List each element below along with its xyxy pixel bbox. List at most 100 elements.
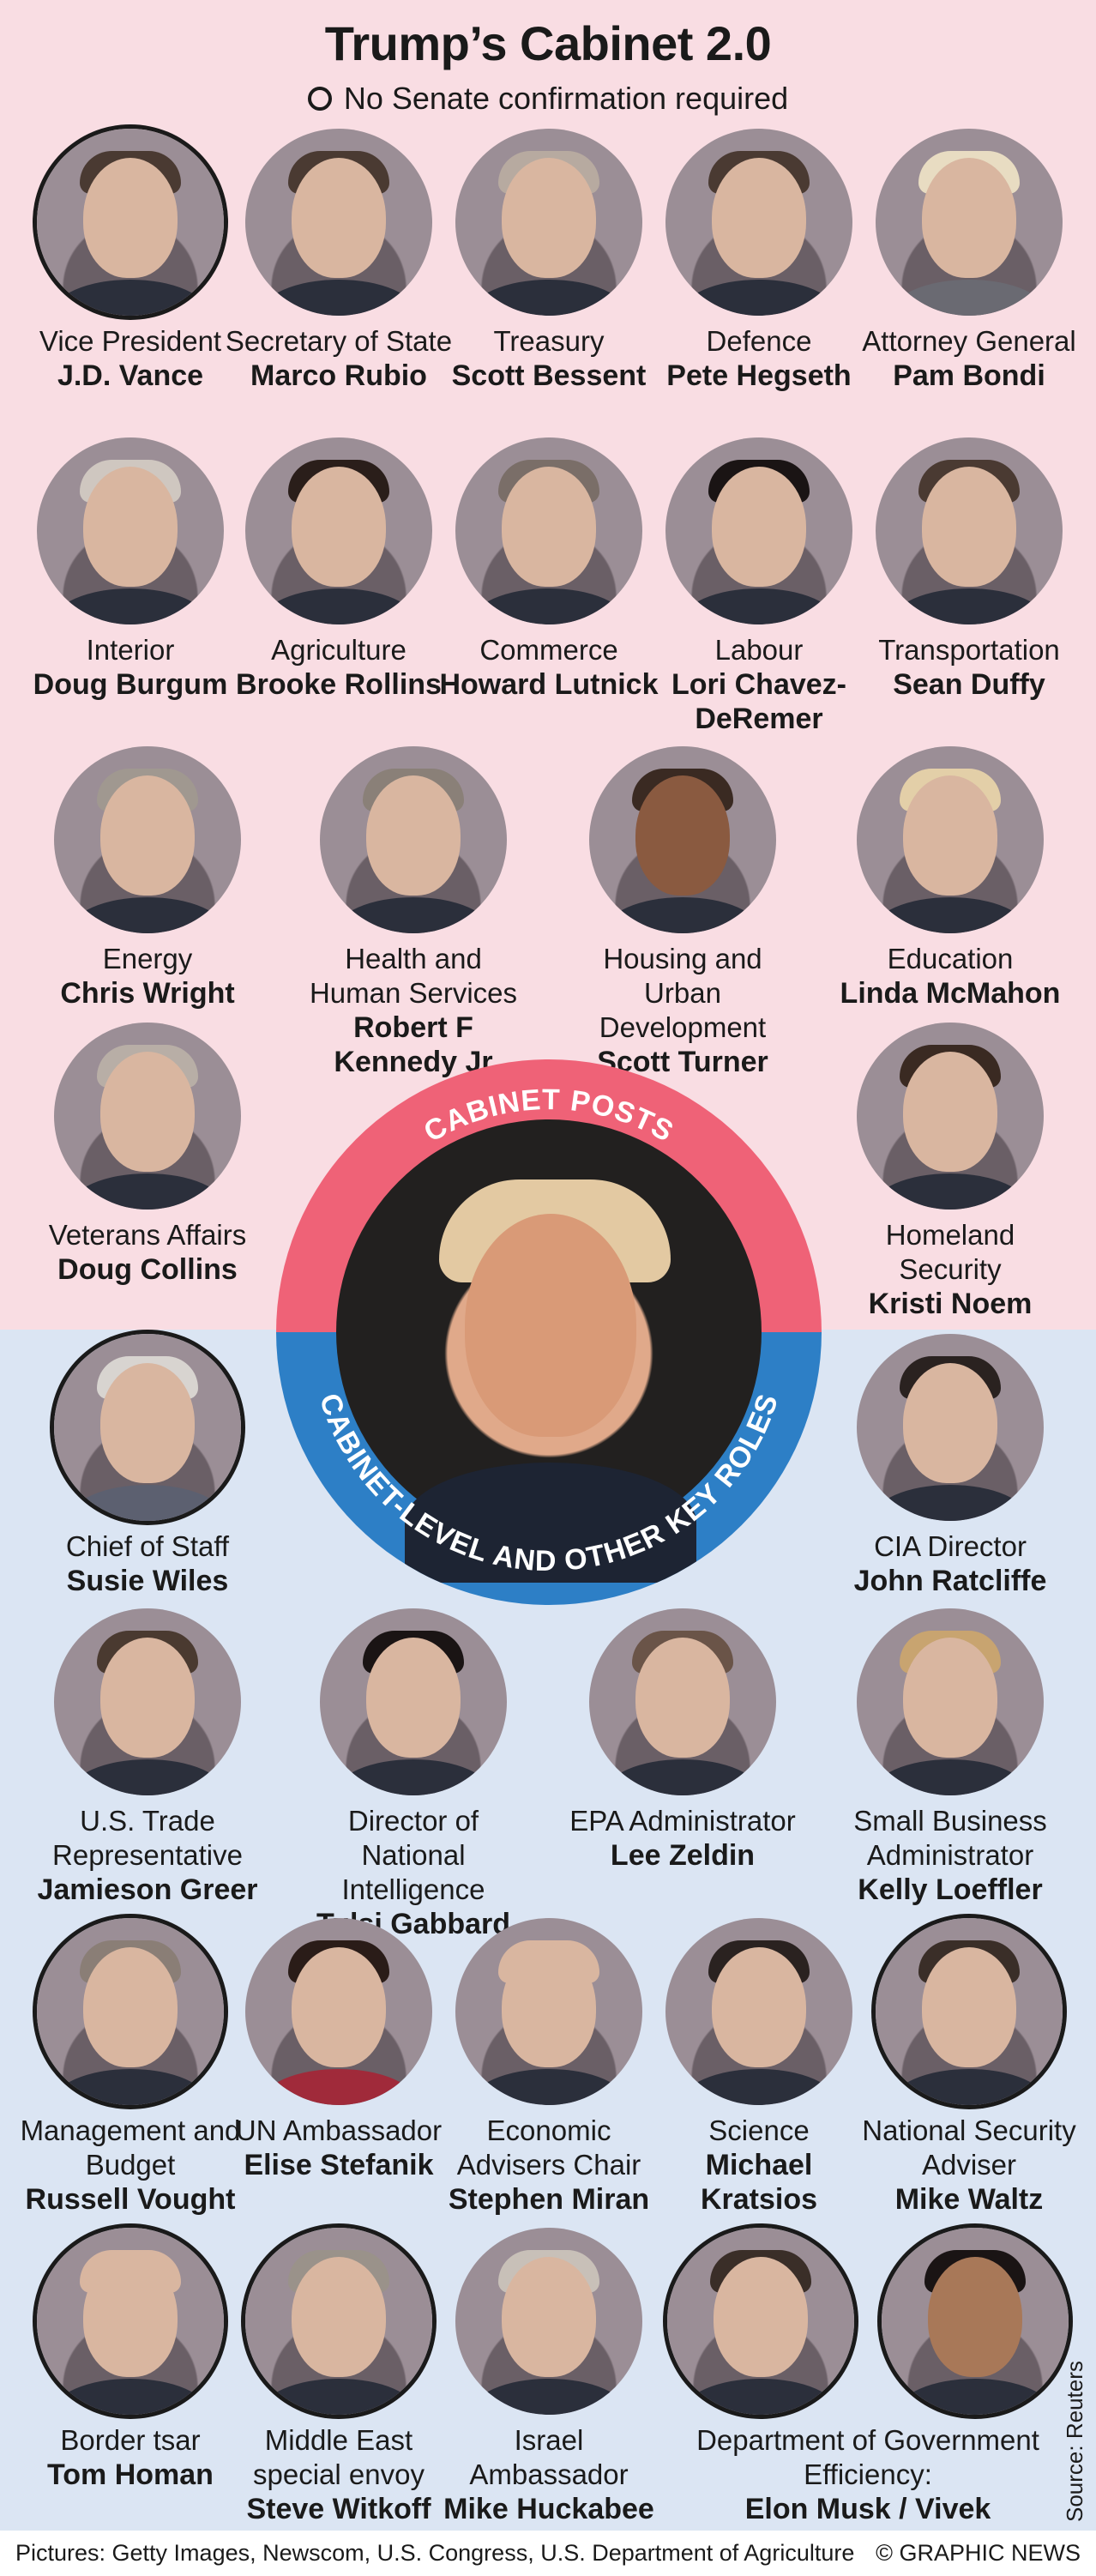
role-label: Defence: [706, 325, 812, 357]
person-name: Stephen Miran: [448, 2183, 650, 2216]
person-name: Lori Chavez-DeRemer: [671, 668, 847, 735]
portrait: [665, 437, 852, 624]
cabinet-member: Commerce Howard Lutnick: [433, 437, 665, 702]
person-name: Howard Lutnick: [439, 668, 659, 701]
person-name: Marco Rubio: [250, 359, 427, 392]
portrait: [665, 129, 852, 316]
picture-credits: Pictures: Getty Images, Newscom, U.S. Co…: [15, 2540, 855, 2566]
portrait: [857, 1023, 1044, 1210]
portrait: [667, 2228, 854, 2415]
person-name: Russell Vought: [25, 2183, 236, 2216]
cabinet-member: Interior Doug Burgum: [15, 437, 246, 702]
person-name: Elise Stefanik: [244, 2149, 434, 2181]
person-name: Kelly Loeffler: [858, 1873, 1043, 1906]
person-name: Linda McMahon: [840, 977, 1061, 1010]
person-name: Steve Witkoff: [246, 2493, 431, 2525]
person-name: Doug Collins: [57, 1253, 238, 1286]
key-role-member: Israel Ambassador Mike Huckabee: [433, 2228, 665, 2526]
portrait: [37, 1918, 224, 2105]
page-title: Trump’s Cabinet 2.0: [324, 16, 772, 70]
cabinet-member: Vice President J.D. Vance: [15, 129, 246, 393]
role-label: Science: [708, 2114, 810, 2146]
person-name: Michael Kratsios: [700, 2149, 818, 2216]
center-medallion: [276, 1059, 822, 1605]
key-role-member: National Security Adviser Mike Waltz: [853, 1918, 1085, 2217]
portrait: [320, 1608, 507, 1795]
source-credit: Source: Reuters: [1062, 2361, 1087, 2522]
role-label: Small Business Administrator: [853, 1805, 1047, 1871]
cabinet-member: Labour Lori Chavez-DeRemer: [643, 437, 875, 736]
portrait: [54, 746, 241, 933]
key-role-member: UN Ambassador Elise Stefanik: [223, 1918, 455, 2182]
role-label: Director of National Intelligence: [341, 1805, 485, 1905]
role-label: Education: [887, 943, 1014, 974]
president-portrait: [336, 1119, 762, 1583]
person-name: Pam Bondi: [893, 359, 1045, 392]
role-label: Israel Ambassador: [469, 2424, 629, 2490]
role-label: UN Ambassador: [235, 2114, 443, 2146]
portrait-pair: [662, 2228, 1074, 2423]
role-label: Energy: [102, 943, 193, 974]
person-name: Tom Homan: [47, 2458, 214, 2491]
portrait: [54, 1023, 241, 1210]
person-name: Chris Wright: [60, 977, 235, 1010]
portrait: [455, 2228, 642, 2415]
role-label: Housing and Urban Development: [599, 943, 767, 1043]
key-role-member: EPA Administrator Lee Zeldin: [567, 1608, 798, 1873]
role-label: EPA Administrator: [569, 1805, 796, 1837]
portrait: [320, 746, 507, 933]
cabinet-posts-label: CABINET POSTS: [419, 1083, 679, 1149]
person-name: Susie Wiles: [66, 1565, 229, 1597]
key-role-member: Middle East special envoy Steve Witkoff: [223, 2228, 455, 2526]
person-name: Brooke Rollins: [236, 668, 442, 701]
portrait: [54, 1608, 241, 1795]
person-name: Pete Hegseth: [666, 359, 852, 392]
key-role-member: U.S. Trade Representative Jamieson Greer: [32, 1608, 263, 1907]
portrait: [857, 1608, 1044, 1795]
person-name: Doug Burgum: [33, 668, 228, 701]
cabinet-member: Homeland Security Kristi Noem: [834, 1023, 1066, 1321]
cabinet-member: Education Linda McMahon: [834, 746, 1066, 1010]
person-name: Jamieson Greer: [37, 1873, 258, 1906]
copyright: © GRAPHIC NEWS: [876, 2540, 1081, 2566]
person-name: Sean Duffy: [893, 668, 1045, 701]
role-label: Economic Advisers Chair: [456, 2114, 641, 2181]
cabinet-member: Veterans Affairs Doug Collins: [32, 1023, 263, 1287]
key-roles-label: CABINET-LEVEL AND OTHER KEY ROLES: [313, 1390, 785, 1578]
person-name: Lee Zeldin: [610, 1839, 756, 1872]
portrait: [876, 437, 1063, 624]
portrait: [455, 437, 642, 624]
key-role-member: Science Michael Kratsios: [643, 1918, 875, 2217]
role-label: CIA Director: [874, 1530, 1027, 1562]
portrait: [37, 437, 224, 624]
role-label: Transportation: [878, 634, 1060, 666]
person-name: Kristi Noem: [868, 1288, 1033, 1320]
cabinet-member: Health and Human Services Robert F Kenne…: [298, 746, 529, 1079]
cabinet-member: Treasury Scott Bessent: [433, 129, 665, 393]
person-name: Scott Bessent: [451, 359, 647, 392]
cabinet-member: Attorney General Pam Bondi: [853, 129, 1085, 393]
portrait: [876, 1918, 1063, 2105]
person-name: John Ratcliffe: [853, 1565, 1047, 1597]
portrait: [857, 1334, 1044, 1521]
role-label: Commerce: [479, 634, 618, 666]
portrait: [37, 2228, 224, 2415]
role-label: Chief of Staff: [65, 1530, 230, 1562]
person-name: Mike Huckabee: [443, 2493, 654, 2525]
role-label: Treasury: [493, 325, 605, 357]
role-label: Attorney General: [862, 325, 1076, 357]
center-ring-labels: CABINET POSTS CABINET-LEVEL AND OTHER KE…: [313, 1083, 785, 1578]
cabinet-member: Secretary of State Marco Rubio: [223, 129, 455, 393]
person-name: J.D. Vance: [57, 359, 204, 392]
role-label: Homeland Security: [885, 1219, 1015, 1285]
no-confirmation-ring-icon: [307, 87, 332, 111]
portrait: [245, 437, 432, 624]
role-label: Interior: [86, 634, 175, 666]
cabinet-member: Agriculture Brooke Rollins: [223, 437, 455, 702]
role-label: Middle East special envoy: [253, 2424, 425, 2490]
key-role-member: Management and Budget Russell Vought: [15, 1918, 246, 2217]
role-label: Veterans Affairs: [48, 1219, 247, 1251]
cabinet-member: Defence Pete Hegseth: [643, 129, 875, 393]
key-role-member: Director of National Intelligence Tulsi …: [298, 1608, 529, 1941]
role-label: Labour: [714, 634, 804, 666]
